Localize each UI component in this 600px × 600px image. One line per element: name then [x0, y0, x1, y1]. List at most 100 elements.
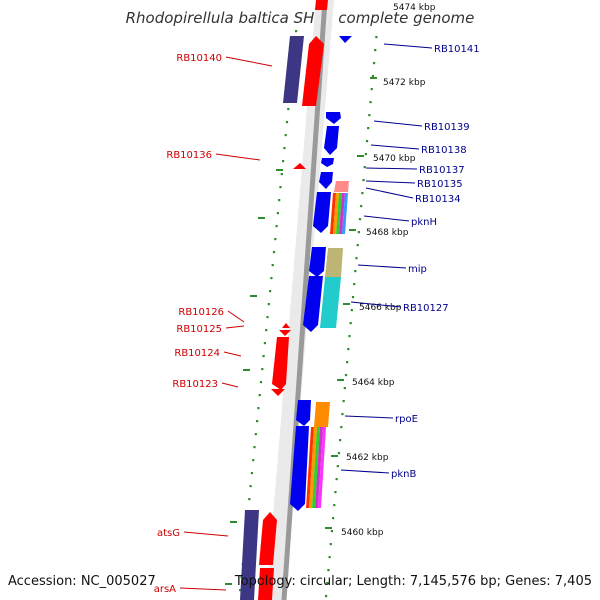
topology-text: Topology: circular; Length: 7,145,576 bp…: [234, 574, 592, 589]
tick-right: [340, 426, 343, 429]
tick-left: [253, 446, 256, 449]
gene-pknb-stripe: [315, 427, 323, 508]
tick-left: [250, 472, 253, 475]
label-right: RB10135: [417, 179, 463, 190]
tick-right: [369, 101, 372, 104]
gene-top-red: [315, 0, 328, 10]
kbp-label: 5460 kbp: [341, 528, 384, 538]
tick-right: [370, 88, 373, 91]
gene-arsa-red: [258, 568, 274, 600]
tick-right: [337, 452, 341, 455]
tick-right: [343, 387, 346, 390]
label-right: RB10127: [403, 303, 449, 314]
gene-rb10136: [293, 163, 306, 169]
tick-left: [265, 329, 268, 332]
tick-left: [295, 30, 298, 33]
gene-atsg-navy: [240, 510, 259, 600]
tick-left: [259, 381, 263, 384]
gene-rb10127-blue: [303, 276, 323, 332]
leader-left: [223, 351, 242, 357]
tick-left: [256, 420, 259, 423]
gene-pknb-blue: [290, 426, 309, 511]
kbp-label: 5470 kbp: [373, 154, 416, 164]
leader-left: [215, 153, 261, 161]
gene-rb10139: [326, 112, 341, 124]
gene-mip-blue: [309, 247, 326, 277]
tick-right: [358, 218, 362, 221]
tick-right: [360, 205, 363, 208]
tick-left: [258, 394, 261, 397]
tick-right: [367, 127, 370, 130]
gene-rb10141: [339, 36, 352, 43]
tick-right: [327, 569, 330, 572]
leader-right: [365, 167, 418, 170]
tick-left: [285, 121, 289, 124]
gene-pknh-stripe: [333, 193, 339, 234]
kbp-label: 5472 kbp: [383, 78, 426, 88]
gene-rb10124: [272, 337, 289, 390]
leader-right: [350, 301, 402, 308]
tick-right: [354, 270, 357, 273]
kbp-label: 5468 kbp: [366, 228, 409, 238]
gene-rb10140-navy: [283, 36, 304, 103]
tick-right: [329, 543, 332, 546]
tick-right: [364, 153, 367, 156]
label-left: arsA: [154, 584, 176, 595]
tick-left: [283, 147, 286, 150]
label-right: RB10134: [415, 194, 461, 205]
tick-right: [375, 36, 378, 39]
tick-right: [362, 179, 365, 182]
leader-right: [344, 415, 394, 419]
tick-right: [371, 75, 374, 78]
leader-left: [221, 382, 239, 388]
tick-left: [261, 368, 264, 371]
gene-rb10127-cyan: [320, 277, 341, 328]
gene-pknb-stripe: [306, 427, 314, 508]
kbp-label: 5462 kbp: [346, 453, 389, 463]
tick-left: [239, 589, 242, 592]
leader-right: [365, 187, 414, 199]
tick-left: [275, 225, 278, 228]
tick-right: [341, 413, 344, 416]
tick-left: [249, 485, 252, 488]
tick-right: [356, 244, 359, 247]
tick-right: [344, 374, 348, 377]
label-left: RB10126: [178, 307, 224, 318]
tick-right: [324, 595, 328, 598]
tick-left: [263, 342, 266, 345]
label-left: RB10140: [176, 53, 222, 64]
gene-rb10123: [271, 389, 285, 396]
gene-pknh-stripe: [342, 193, 348, 234]
tick-left: [269, 290, 272, 293]
tick-right: [347, 348, 350, 351]
tick-left: [282, 160, 285, 163]
leader-right: [383, 43, 433, 49]
leader-left: [225, 325, 245, 329]
tick-right: [350, 309, 353, 312]
gene-rb10137: [321, 158, 334, 167]
label-right: pknH: [411, 217, 437, 228]
tick-left: [284, 134, 287, 137]
tick-left: [287, 108, 290, 111]
leader-left: [227, 310, 245, 323]
tick-left: [257, 407, 260, 410]
label-right: RB10137: [419, 165, 465, 176]
tick-right: [353, 283, 356, 286]
gene-pknb-stripe: [312, 427, 320, 508]
gene-rb10135: [319, 172, 333, 189]
tick-right: [349, 322, 352, 325]
gene-pknb-stripe: [309, 427, 317, 508]
label-left: RB10125: [176, 324, 222, 335]
tick-left: [266, 316, 269, 319]
gene-mip-olive: [325, 248, 343, 277]
tick-right: [351, 296, 355, 299]
gene-rpoe-orange: [314, 402, 330, 427]
tick-right: [339, 439, 342, 442]
gene-pknh-stripe: [330, 193, 336, 234]
tick-right: [348, 335, 351, 338]
tick-right: [355, 257, 358, 260]
tick-right: [333, 504, 336, 507]
tick-right: [363, 166, 366, 169]
gene-atsg-red: [259, 512, 277, 565]
